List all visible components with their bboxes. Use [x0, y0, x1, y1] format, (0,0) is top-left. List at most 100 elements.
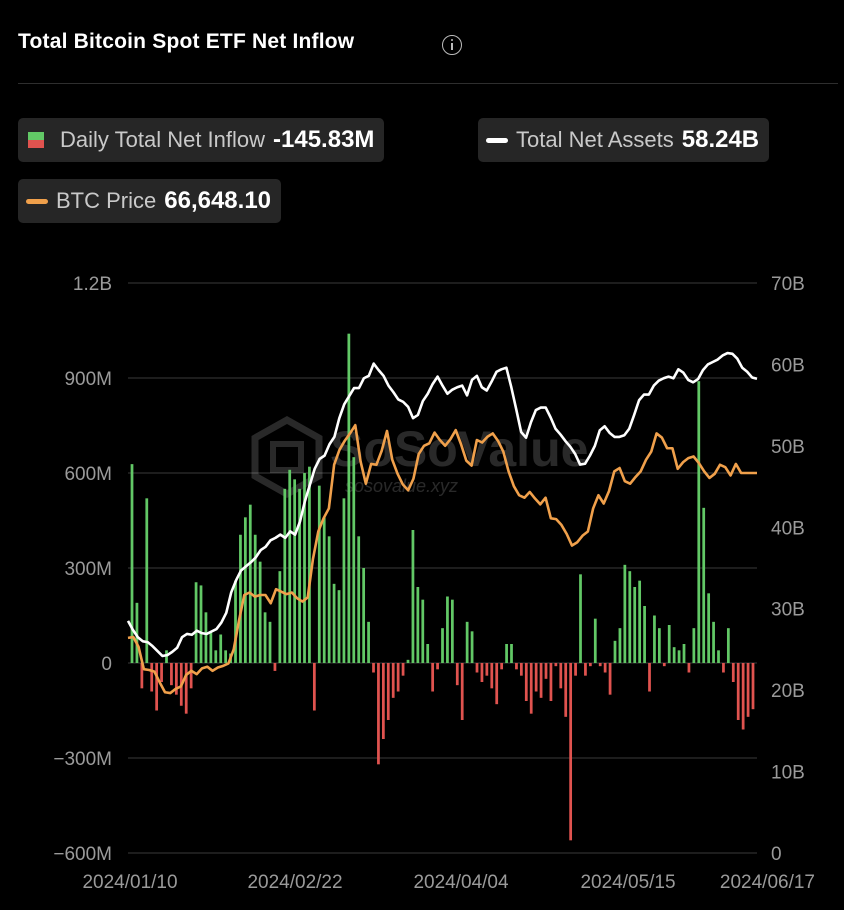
legend-label: BTC Price	[56, 188, 157, 213]
inflow-bar	[441, 628, 444, 663]
y-right-tick-label: 30B	[771, 600, 805, 621]
inflow-bar	[460, 663, 464, 720]
inflow-bar	[490, 663, 494, 689]
inflow-bar	[712, 621, 715, 663]
inflow-bars	[130, 333, 755, 841]
x-tick-label: 2024/04/04	[413, 872, 509, 893]
inflow-bar	[391, 663, 395, 698]
inflow-bar	[140, 663, 144, 689]
inflow-bar	[662, 663, 666, 667]
inflow-bar	[638, 580, 642, 663]
inflow-bar	[500, 663, 504, 670]
inflow-bar	[746, 663, 750, 717]
inflow-bar	[544, 663, 548, 679]
inflow-bar	[455, 663, 459, 686]
inflow-bar	[337, 590, 341, 663]
inflow-bar	[515, 663, 518, 670]
watermark-logo-icon	[251, 415, 323, 499]
inflow-bar	[682, 644, 686, 663]
inflow-bar	[697, 381, 701, 663]
inflow-bar	[155, 663, 159, 711]
inflow-bar	[648, 663, 651, 692]
grid-lines	[128, 282, 757, 854]
inflow-bar	[386, 663, 390, 720]
inflow-bar	[736, 663, 740, 720]
inflow-bar	[702, 507, 706, 663]
inflow-bar	[258, 561, 262, 663]
inflow-bar	[687, 663, 691, 673]
inflow-bar	[268, 621, 272, 663]
inflow-bar	[707, 593, 711, 663]
inflow-bar	[308, 466, 311, 663]
y-axis-left: 1.2B 900M 600M 300M 0 −300M −600M	[53, 274, 112, 865]
y-left-tick-label: 0	[101, 654, 112, 675]
inflow-bar	[584, 663, 587, 676]
inflow-bar	[406, 659, 410, 663]
inflow-bar	[588, 663, 592, 667]
inflow-bar	[623, 564, 627, 663]
inflow-bar	[347, 333, 351, 663]
inflow-bar	[579, 574, 582, 663]
watermark: SoSoValue sosovalue.xyz	[251, 415, 588, 499]
inflow-bar	[145, 498, 149, 663]
inflow-bar	[214, 650, 218, 663]
net-assets-line	[126, 351, 758, 658]
x-tick-label: 2024/05/15	[580, 872, 675, 893]
inflow-bar	[224, 650, 228, 663]
inflow-bar	[677, 650, 681, 663]
inflow-bar	[608, 663, 612, 695]
inflow-bar	[303, 473, 306, 663]
inflow-bar	[372, 663, 375, 673]
inflow-bar	[751, 663, 755, 710]
inflow-bar	[657, 628, 661, 663]
inflow-bar	[618, 628, 622, 663]
inflow-bar	[377, 663, 380, 765]
legend-btc-price[interactable]: BTC Price 66,648.10	[18, 179, 282, 223]
inflow-bar	[421, 599, 425, 663]
inflow-bar	[317, 485, 321, 663]
y-axis-right: 70B 60B 50B 40B 30B 20B 10B 0	[771, 274, 805, 865]
inflow-bar	[633, 587, 637, 663]
inflow-bar	[150, 663, 154, 692]
inflow-bar	[165, 650, 168, 663]
inflow-bar	[263, 612, 267, 663]
inflow-bar	[549, 663, 553, 701]
inflow-bar	[653, 615, 656, 663]
inflow-bar	[288, 469, 292, 663]
inflow-bar	[672, 647, 676, 663]
inflow-bar	[574, 663, 577, 676]
page-title: Total Bitcoin Spot ETF Net Inflow	[18, 30, 355, 53]
inflow-bar	[357, 536, 361, 663]
inflow-bar	[367, 621, 370, 663]
y-right-tick-label: 50B	[771, 437, 805, 458]
y-left-tick-label: 900M	[64, 369, 112, 390]
inflow-bar	[219, 634, 223, 663]
inflow-bar	[160, 663, 163, 682]
inflow-bar	[603, 663, 607, 673]
inflow-bar	[741, 663, 745, 730]
inflow-bar	[184, 663, 188, 714]
inflow-bar	[411, 530, 415, 663]
inflow-bar	[283, 488, 287, 663]
inflow-bar	[465, 621, 469, 663]
inflow-bar	[135, 602, 139, 663]
inflow-bar	[239, 534, 242, 663]
inflow-bar	[722, 663, 725, 673]
y-left-tick-label: 1.2B	[73, 274, 112, 295]
y-left-tick-label: 600M	[64, 464, 112, 485]
legend-label: Daily Total Net Inflow	[60, 127, 266, 152]
header-divider	[18, 83, 838, 84]
watermark-brand: SoSoValue	[330, 421, 588, 477]
x-axis: 2024/01/10 2024/02/22 2024/04/04 2024/05/15…	[82, 872, 815, 893]
legend-label: Total Net Assets	[516, 127, 674, 152]
legend-total-net-assets[interactable]: Total Net Assets 58.24B	[478, 118, 770, 162]
inflow-bar	[598, 663, 602, 667]
inflow-bar	[243, 517, 247, 663]
y-left-tick-label: 300M	[64, 559, 112, 580]
inflow-bar	[524, 663, 528, 701]
inflow-bar	[327, 536, 331, 663]
legend-daily-inflow[interactable]: Daily Total Net Inflow -145.83M	[18, 118, 385, 162]
x-tick-label: 2024/06/17	[720, 872, 815, 893]
info-icon[interactable]	[442, 35, 462, 55]
